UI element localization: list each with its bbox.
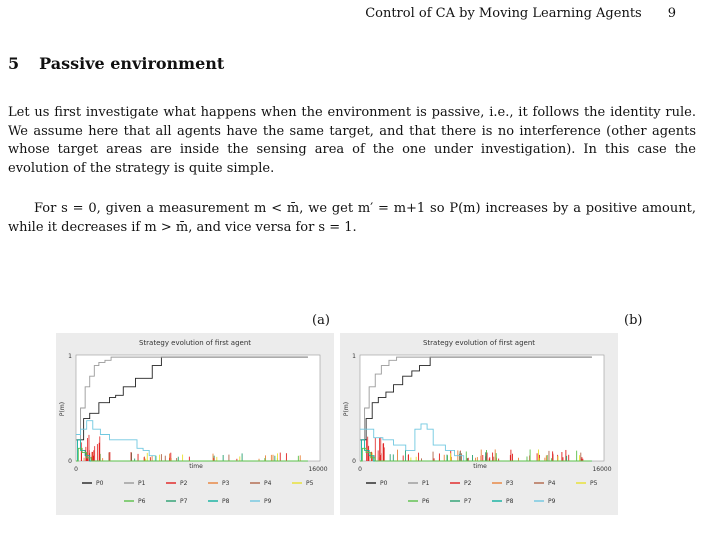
x-tick-label: 16000 [308, 466, 327, 473]
x-axis-label: time [189, 463, 203, 470]
legend-label-p8: P8 [506, 498, 514, 505]
figure-label-a: (a) [312, 313, 330, 328]
legend-label-p6: P6 [422, 498, 430, 505]
legend-label-p4: P4 [548, 480, 556, 487]
legend-label-p3: P3 [506, 480, 514, 487]
y-axis-label: P(m) [343, 402, 350, 416]
section-heading: 5 Passive environment [8, 54, 224, 73]
legend-label-p5: P5 [306, 480, 314, 487]
legend-label-p4: P4 [264, 480, 272, 487]
x-tick-label: 0 [74, 466, 78, 473]
y-tick-label: 1 [68, 353, 72, 360]
plot-area [359, 354, 605, 462]
chart-a-svg: Strategy evolution of first agent 1 0 P(m) 0… [59, 339, 328, 505]
legend-label-p2: P2 [464, 480, 472, 487]
legend-label-p9: P9 [264, 498, 272, 505]
legend-label-p5: P5 [590, 480, 598, 487]
paragraph-2: For s = 0, given a measurement m < m̄, w… [8, 201, 696, 235]
legend-label-p0: P0 [96, 480, 104, 487]
y-tick-label: 0 [68, 458, 72, 465]
legend-label-p7: P7 [464, 498, 472, 505]
legend-label-p1: P1 [138, 480, 146, 487]
chart-b: Strategy evolution of first agent 1 0 P(m) 0… [340, 333, 618, 515]
series-line-p0 [76, 356, 308, 441]
y-tick-label: 1 [352, 353, 356, 360]
series-line-p9 [76, 420, 308, 462]
legend-label-p2: P2 [180, 480, 188, 487]
figure-label-b: (b) [624, 313, 643, 328]
y-tick-label: 0 [352, 458, 356, 465]
legend-label-p6: P6 [138, 498, 146, 505]
chart-b-svg: Strategy evolution of first agent 1 0 P(m) 0… [343, 339, 612, 505]
legend-label-p9: P9 [548, 498, 556, 505]
series-line-p6 [360, 447, 592, 462]
page-number: 9 [667, 6, 676, 21]
series-line-p1 [360, 356, 592, 441]
legend-label-p7: P7 [180, 498, 188, 505]
y-axis-label: P(m) [59, 402, 66, 416]
series-line-p0 [360, 356, 592, 441]
chart-title: Strategy evolution of first agent [423, 339, 535, 347]
section-number: 5 [8, 54, 20, 73]
legend-label-p3: P3 [222, 480, 230, 487]
legend-label-p1: P1 [422, 480, 430, 487]
series-line-p8 [360, 439, 592, 462]
plot-area [75, 354, 321, 462]
paragraph-1: Let us first investigate what happens wh… [8, 105, 696, 176]
section-title: Passive environment [39, 54, 225, 73]
legend-label-p8: P8 [222, 498, 230, 505]
chart-title: Strategy evolution of first agent [139, 339, 251, 347]
running-head: Control of CA by Moving Learning Agents 9 [365, 6, 676, 21]
chart-a: Strategy evolution of first agent 1 0 P(m) 0… [56, 333, 334, 515]
series-line-p9 [360, 423, 592, 462]
x-axis-label: time [473, 463, 487, 470]
legend-label-p0: P0 [380, 480, 388, 487]
x-tick-label: 16000 [592, 466, 611, 473]
series-line-p1 [76, 356, 308, 441]
series-line-p8 [76, 439, 308, 462]
series-line-p6 [76, 447, 308, 462]
running-title: Control of CA by Moving Learning Agents [365, 6, 642, 21]
x-tick-label: 0 [358, 466, 362, 473]
